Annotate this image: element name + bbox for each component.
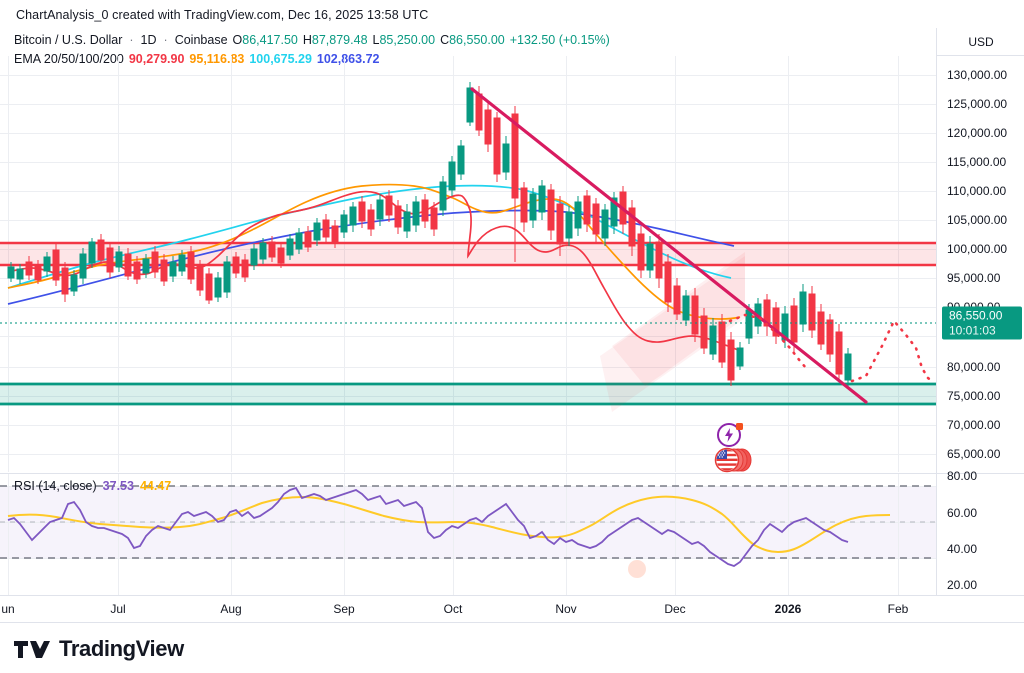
rsi-tick-80: 80.00: [947, 469, 978, 483]
chart-legend: Bitcoin / U.S. Dollar · 1D · Coinbase O86,417…: [14, 31, 615, 68]
legend-high-value: 87,879.48: [311, 33, 368, 47]
time-tick-nov: Nov: [555, 602, 577, 616]
legend-low-key: L: [372, 33, 380, 47]
legend-change-value: +132.50 (+0.15%): [509, 33, 610, 47]
rsi-tick-60: 60.00: [947, 506, 978, 520]
price-tick-65000: 65,000.00: [947, 447, 1001, 461]
time-tick-feb: Feb: [887, 602, 909, 616]
legend-close-key: C: [440, 33, 450, 47]
tradingview-wordmark: TradingView: [59, 636, 184, 661]
legend-ema-row[interactable]: EMA 20/50/100/200 90,279.90 95,116.83 100,6…: [14, 50, 615, 68]
ema50-line: [7, 183, 741, 320]
price-axis-unit: USD: [937, 28, 1024, 56]
time-tick-sep: Sep: [333, 602, 355, 616]
legend-symbol-row[interactable]: Bitcoin / U.S. Dollar · 1D · Coinbase O86,417…: [14, 31, 615, 49]
rsi-low-highlight: [628, 560, 646, 578]
price-channel[interactable]: [600, 252, 745, 412]
rsi-ma-line: [7, 495, 891, 554]
legend-open-value: 86,417.50: [242, 33, 298, 47]
candlestick-series[interactable]: [7, 82, 852, 386]
price-tick-105000: 105,000.00: [947, 213, 1008, 227]
chart-caption: ChartAnalysis_0 created with TradingView…: [16, 8, 429, 22]
economic-event-lightning-marker[interactable]: [716, 420, 746, 453]
legend-ema-name[interactable]: EMA 20/50/100/200: [14, 52, 124, 66]
time-tick-aug: Aug: [220, 602, 242, 616]
price-tick-110000: 110,000.00: [947, 184, 1007, 198]
time-tick-oct: Oct: [443, 602, 463, 616]
bar-countdown: 10:01:03: [949, 323, 996, 338]
legend-ema50-value: 95,116.83: [189, 52, 245, 66]
time-tick-jun: un: [1, 602, 15, 616]
rsi-chart-svg[interactable]: [0, 474, 936, 595]
rsi-line: [7, 486, 849, 567]
tradingview-footer[interactable]: TradingView: [14, 632, 184, 666]
legend-ema200-value: 102,863.72: [316, 52, 380, 66]
rsi-legend-ma-value: 44.47: [139, 479, 172, 493]
price-tick-125000: 125,000.00: [947, 97, 1008, 111]
time-tick-dec: Dec: [664, 602, 686, 616]
price-axis[interactable]: USD 130,000.00 125,000.00 120,000.00 115…: [936, 28, 1024, 595]
price-tick-70000: 70,000.00: [947, 418, 1001, 432]
rsi-legend-value: 37.53: [102, 479, 134, 493]
legend-low-value: 85,250.00: [379, 33, 436, 47]
legend-ema100-value: 100,675.29: [249, 52, 312, 66]
legend-exchange[interactable]: Coinbase: [174, 33, 228, 47]
rsi-legend[interactable]: RSI (14, close) 37.53 44.47: [14, 479, 171, 493]
time-axis[interactable]: un Jul Aug Sep Oct Nov Dec 2026 Feb: [0, 595, 1024, 623]
price-tick-100000: 100,000.00: [947, 242, 1008, 256]
price-tick-95000: 95,000.00: [947, 271, 1001, 285]
time-tick-2026: 2026: [774, 602, 802, 616]
price-pane[interactable]: [0, 56, 936, 472]
price-tick-80000: 80,000.00: [947, 360, 1001, 374]
rsi-grid-vertical: [8, 474, 899, 595]
rsi-tick-20: 20.00: [947, 578, 978, 592]
price-projection-path-2: [728, 313, 808, 370]
legend-separator-2: ·: [163, 33, 168, 47]
downtrend-line[interactable]: [470, 87, 868, 404]
legend-ema20-value: 90,279.90: [128, 52, 185, 66]
rsi-tick-40: 40.00: [947, 542, 978, 556]
price-chart-svg[interactable]: [0, 56, 936, 472]
rsi-pane[interactable]: [0, 473, 936, 595]
legend-open-key: O: [232, 33, 243, 47]
rsi-legend-name[interactable]: RSI (14, close): [14, 479, 97, 493]
current-price-value: 86,550.00: [949, 308, 1003, 323]
price-tick-75000: 75,000.00: [947, 389, 1001, 403]
price-tick-115000: 115,000.00: [947, 155, 1007, 169]
tradingview-logo-icon: [14, 640, 50, 658]
time-tick-jul: Jul: [110, 602, 126, 616]
legend-separator-1: ·: [129, 33, 134, 47]
legend-close-value: 86,550.00: [449, 33, 505, 47]
current-price-badge[interactable]: 86,550.00 10:01:03: [942, 306, 1022, 340]
ema100-line: [7, 184, 732, 289]
support-zone[interactable]: [0, 382, 936, 406]
legend-symbol[interactable]: Bitcoin / U.S. Dollar: [14, 33, 123, 47]
pane-divider: [937, 473, 1024, 474]
us-economic-event-marker[interactable]: [714, 447, 756, 478]
price-tick-130000: 130,000.00: [947, 68, 1008, 82]
legend-interval[interactable]: 1D: [140, 33, 157, 47]
chart-panes: [0, 56, 936, 595]
legend-high-key: H: [302, 33, 312, 47]
price-tick-120000: 120,000.00: [947, 126, 1008, 140]
price-projection-path[interactable]: [850, 318, 936, 385]
